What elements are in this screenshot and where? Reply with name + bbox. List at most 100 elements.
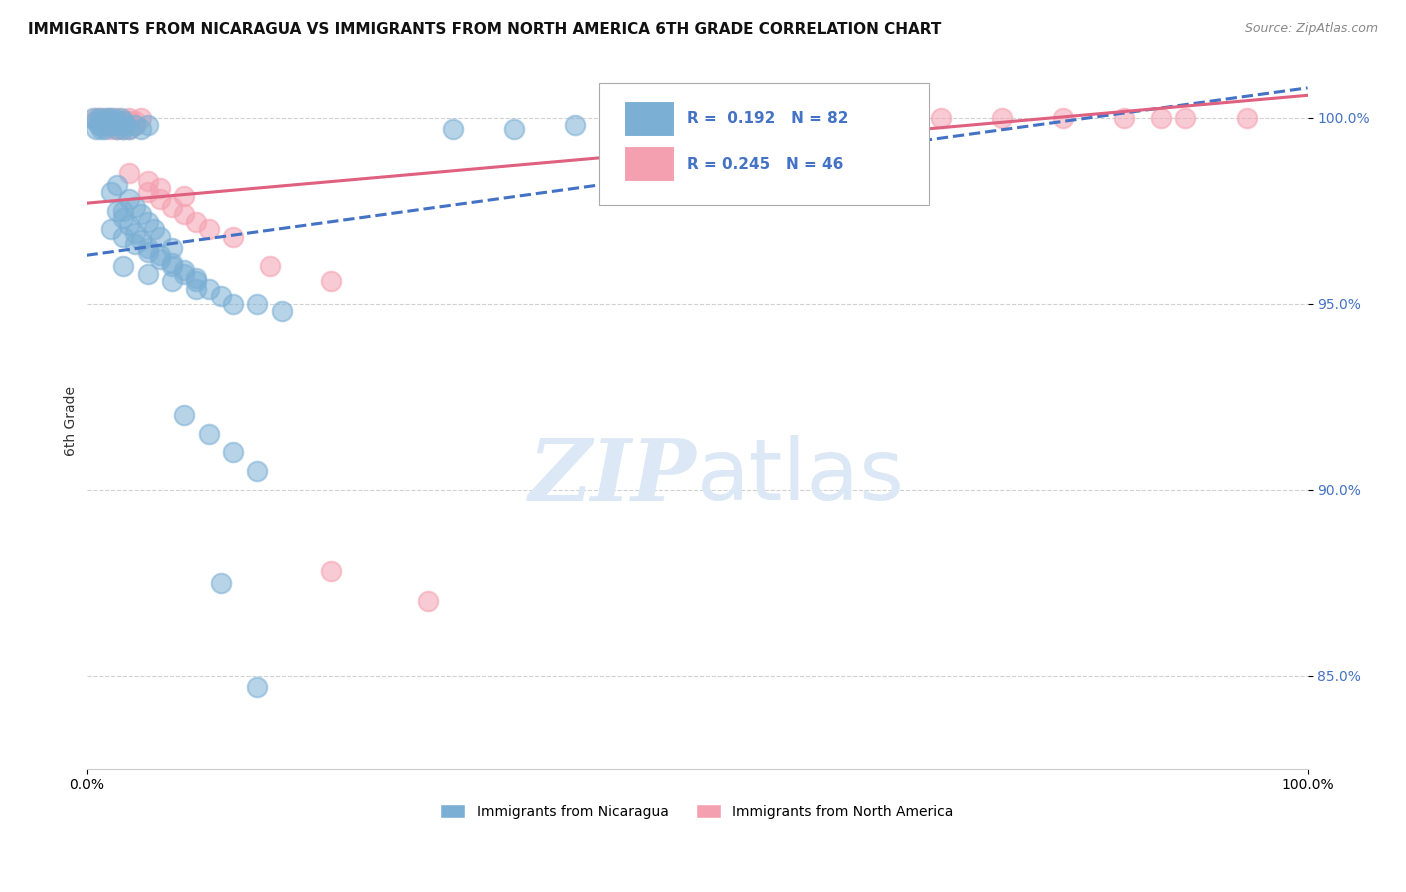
Legend: Immigrants from Nicaragua, Immigrants from North America: Immigrants from Nicaragua, Immigrants fr…	[434, 798, 959, 824]
FancyBboxPatch shape	[599, 84, 929, 205]
Point	[503, 121, 526, 136]
Point	[118, 121, 141, 136]
Point	[112, 260, 135, 274]
Point	[105, 121, 128, 136]
Point	[105, 178, 128, 192]
Text: ZIP: ZIP	[529, 434, 697, 518]
Point	[94, 111, 117, 125]
Point	[173, 188, 195, 202]
Point	[112, 114, 135, 128]
Text: R =  0.192   N = 82: R = 0.192 N = 82	[688, 112, 849, 127]
Point	[124, 226, 146, 240]
Point	[136, 185, 159, 199]
Point	[87, 118, 110, 132]
Point	[564, 118, 586, 132]
Point	[173, 263, 195, 277]
Point	[94, 114, 117, 128]
Point	[97, 111, 120, 125]
Point	[124, 114, 146, 128]
Point	[86, 121, 108, 136]
Point	[136, 244, 159, 259]
Point	[94, 118, 117, 132]
Point	[808, 111, 831, 125]
Point	[118, 121, 141, 136]
Point	[90, 114, 112, 128]
Point	[112, 211, 135, 225]
Point	[136, 241, 159, 255]
Point	[118, 219, 141, 233]
Point	[100, 114, 122, 128]
Point	[246, 464, 269, 478]
Point	[100, 185, 122, 199]
Point	[1052, 111, 1074, 125]
Point	[100, 121, 122, 136]
Point	[112, 114, 135, 128]
Point	[869, 111, 891, 125]
Point	[173, 207, 195, 221]
Point	[319, 565, 342, 579]
Point	[105, 114, 128, 128]
Point	[90, 118, 112, 132]
Point	[186, 270, 208, 285]
Point	[246, 296, 269, 310]
Point	[149, 252, 172, 266]
Point	[97, 111, 120, 125]
Point	[1150, 111, 1173, 125]
Point	[100, 118, 122, 132]
Point	[105, 111, 128, 125]
Point	[186, 274, 208, 288]
Point	[136, 118, 159, 132]
Point	[112, 118, 135, 132]
Point	[173, 408, 195, 422]
FancyBboxPatch shape	[624, 101, 675, 137]
Point	[100, 222, 122, 236]
Point	[86, 111, 108, 125]
Point	[136, 267, 159, 281]
Point	[90, 111, 112, 125]
Point	[259, 260, 281, 274]
Point	[105, 114, 128, 128]
Point	[929, 111, 952, 125]
Point	[124, 200, 146, 214]
Point	[1236, 111, 1258, 125]
Point	[209, 289, 232, 303]
Point	[82, 111, 104, 125]
Point	[222, 445, 245, 459]
Point	[103, 111, 125, 125]
Point	[131, 207, 153, 221]
Point	[87, 111, 110, 125]
Point	[246, 680, 269, 694]
Point	[209, 575, 232, 590]
Point	[118, 111, 141, 125]
Point	[112, 203, 135, 218]
Point	[114, 118, 136, 132]
Point	[149, 181, 172, 195]
Point	[149, 229, 172, 244]
Point	[110, 111, 132, 125]
Point	[160, 256, 183, 270]
Point	[441, 121, 464, 136]
Y-axis label: 6th Grade: 6th Grade	[65, 386, 79, 456]
Point	[112, 229, 135, 244]
Point	[991, 111, 1014, 125]
Point	[97, 114, 120, 128]
Point	[94, 121, 117, 136]
Point	[131, 121, 153, 136]
Point	[186, 215, 208, 229]
Point	[118, 114, 141, 128]
Point	[160, 241, 183, 255]
Point	[1174, 111, 1197, 125]
Point	[686, 118, 709, 132]
Point	[197, 222, 219, 236]
Point	[222, 296, 245, 310]
Point	[105, 121, 128, 136]
Point	[100, 118, 122, 132]
Point	[118, 193, 141, 207]
Point	[686, 111, 709, 125]
Point	[112, 121, 135, 136]
Point	[197, 282, 219, 296]
FancyBboxPatch shape	[624, 146, 675, 182]
Point	[142, 222, 165, 236]
Point	[319, 274, 342, 288]
Text: atlas: atlas	[697, 435, 905, 518]
